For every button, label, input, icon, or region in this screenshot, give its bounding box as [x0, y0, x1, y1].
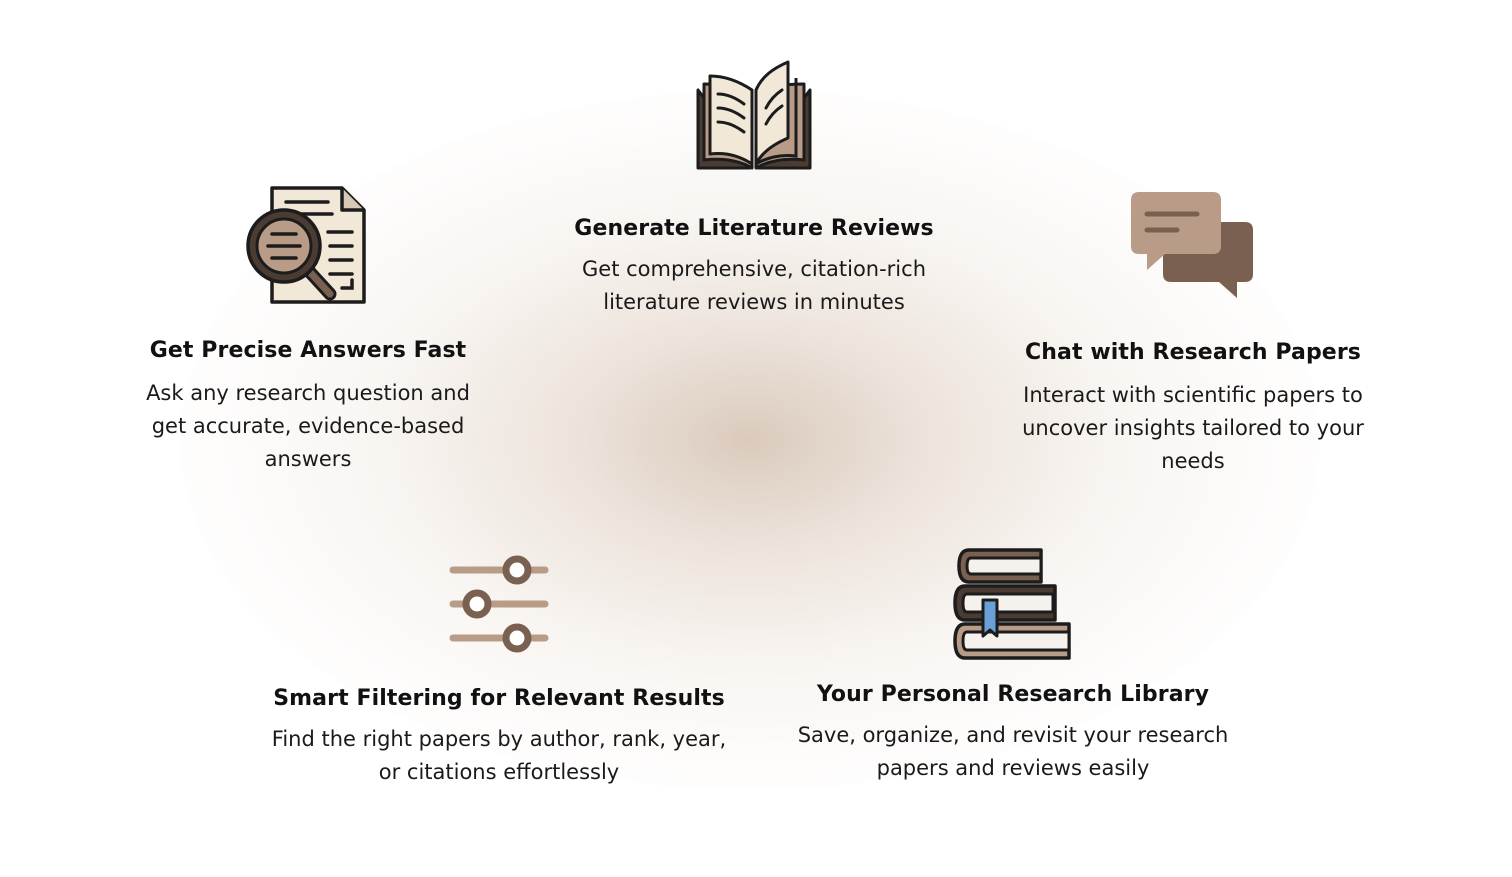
feature-title: Chat with Research Papers	[1025, 340, 1361, 365]
sliders-icon	[449, 555, 549, 653]
feature-description: Save, organize, and revisit your researc…	[797, 723, 1229, 780]
feature-description: Find the right papers by author, rank, y…	[271, 727, 727, 784]
chat-bubbles-icon	[1131, 192, 1253, 298]
feature-title: Generate Literature Reviews	[574, 216, 934, 241]
document-magnifier-icon	[246, 186, 366, 304]
feature-precise-answers: Get Precise Answers Fast Ask any researc…	[130, 184, 486, 476]
background-glow	[180, 90, 1320, 790]
feature-title: Smart Filtering for Relevant Results	[273, 686, 725, 711]
book-stack-icon	[953, 548, 1071, 660]
feature-smart-filtering: Smart Filtering for Relevant Results Fin…	[260, 552, 738, 789]
feature-description: Get comprehensive, citation-rich literat…	[582, 257, 926, 314]
feature-research-library: Your Personal Research Library Save, org…	[786, 548, 1240, 785]
feature-chat-papers: Chat with Research Papers Interact with …	[1010, 190, 1376, 478]
feature-description: Interact with scientific papers to uncov…	[1022, 383, 1364, 473]
feature-description: Ask any research question and get accura…	[146, 381, 470, 471]
feature-title: Your Personal Research Library	[816, 682, 1210, 707]
feature-title: Get Precise Answers Fast	[149, 338, 467, 363]
feature-literature-reviews: Generate Literature Reviews Get comprehe…	[556, 60, 952, 319]
open-book-icon	[696, 60, 812, 170]
